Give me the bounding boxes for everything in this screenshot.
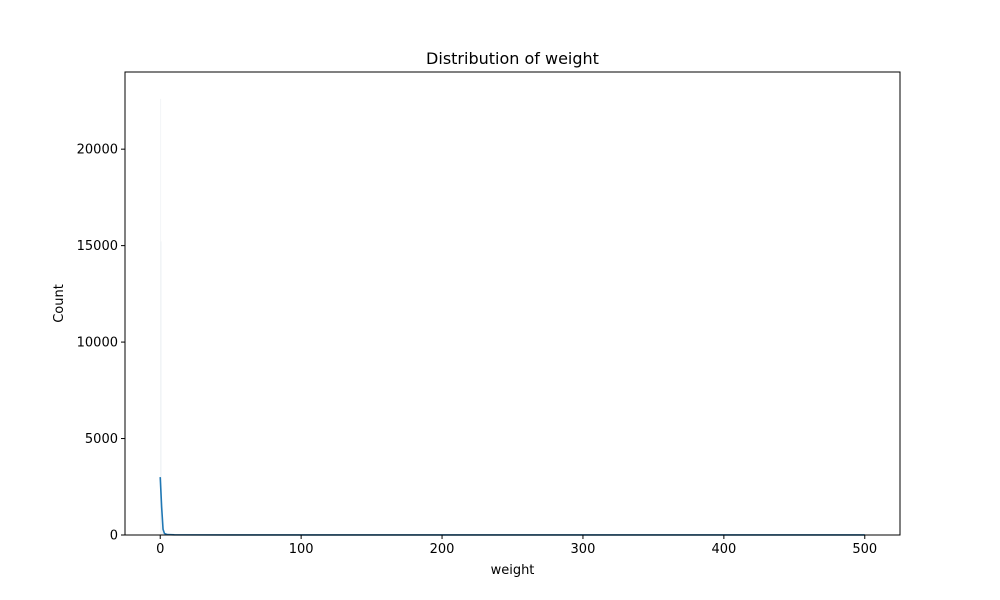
y-tick-label: 10000 (77, 336, 118, 351)
x-tick-label: 300 (571, 542, 596, 557)
x-tick-label: 200 (430, 542, 455, 557)
y-tick-label: 20000 (77, 143, 118, 158)
y-axis-ticks: 0 5000 10000 15000 20000 (77, 143, 125, 544)
plot-frame (124, 71, 901, 536)
x-tick-label: 0 (156, 542, 164, 557)
x-tick-label: 500 (852, 542, 877, 557)
x-tick-label: 400 (711, 542, 736, 557)
chart-title: Distribution of weight (426, 49, 599, 68)
y-tick-label: 15000 (77, 239, 118, 254)
y-axis-label: Count (52, 284, 67, 323)
x-axis-ticks: 0 100 200 300 400 500 (156, 535, 877, 557)
y-tick-label: 5000 (85, 432, 118, 447)
x-tick-label: 100 (289, 542, 314, 557)
x-axis-label: weight (491, 563, 535, 578)
y-tick-label: 0 (110, 529, 118, 544)
